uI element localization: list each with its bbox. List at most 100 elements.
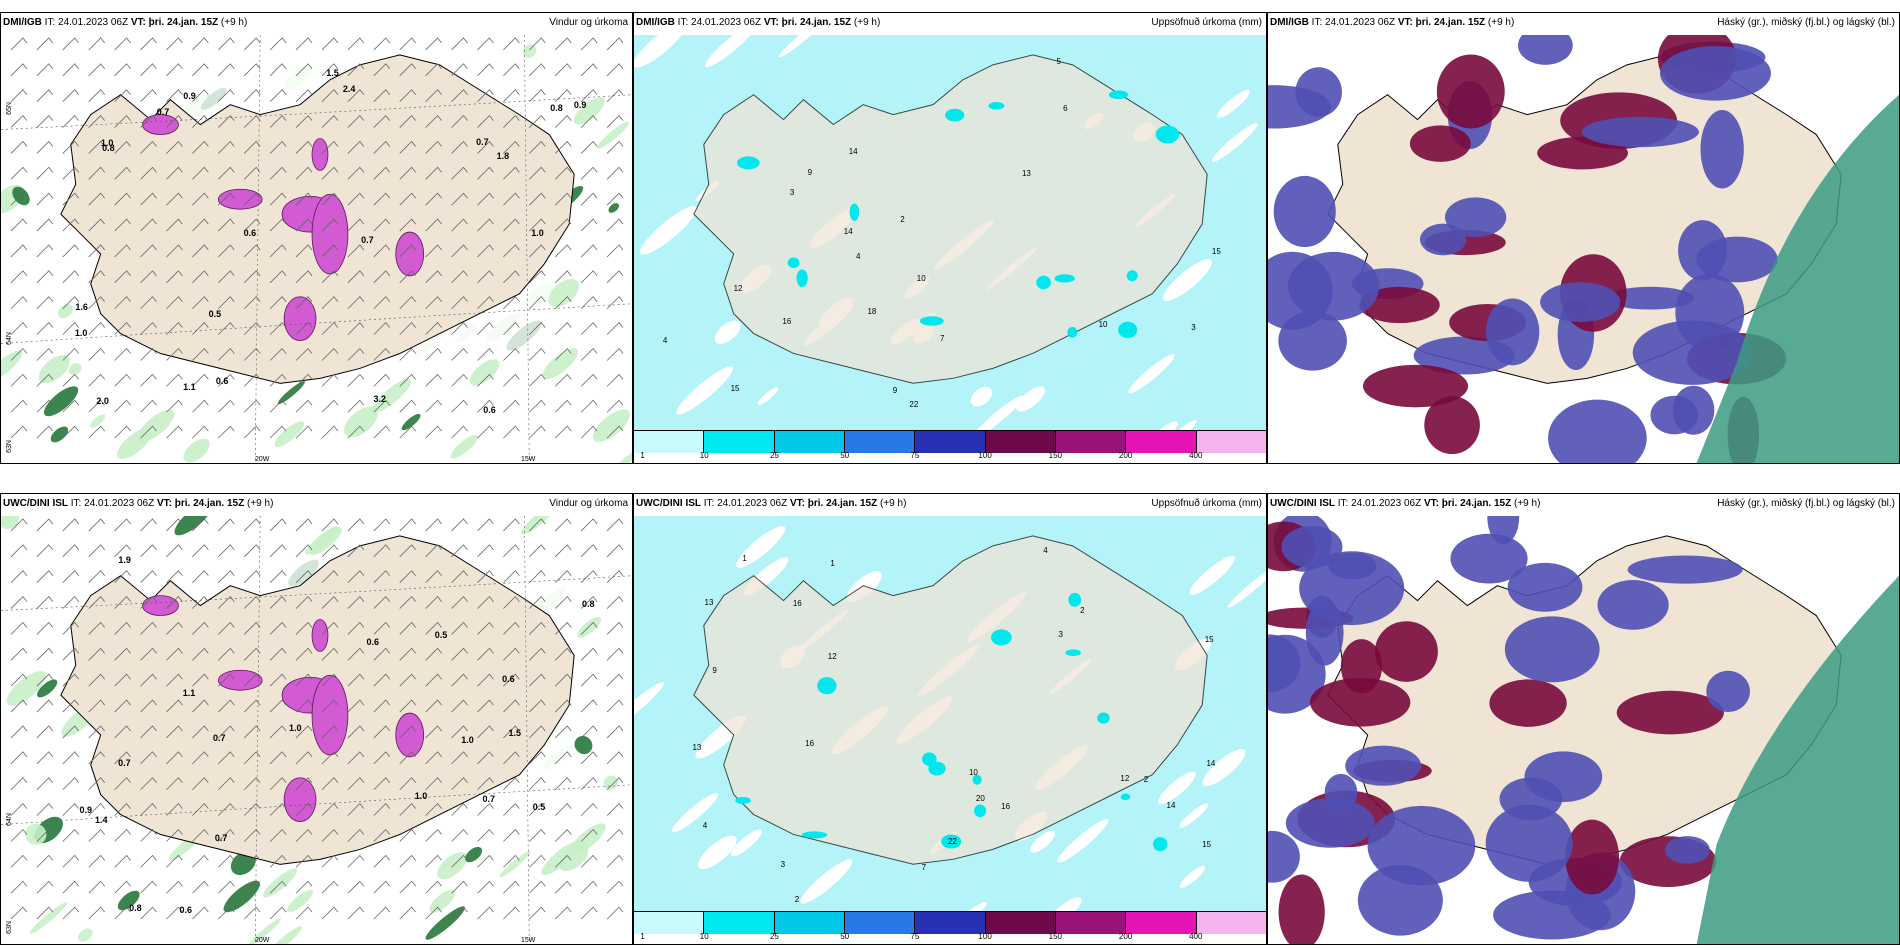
wind-value-label: 0.8: [550, 103, 563, 114]
model-name: UWC/DINI ISL: [636, 498, 701, 509]
precip-value-label: 13: [704, 598, 714, 608]
vt-value: þri. 24.jan. 15Z: [174, 498, 245, 509]
map-cloud-dmi[interactable]: [1268, 35, 1899, 463]
colorbar-swatch: [704, 431, 775, 453]
wind-value-label: 0.7: [476, 137, 489, 148]
wind-value-label: 0.6: [366, 636, 380, 647]
colorbar-tick-label: 50: [840, 451, 850, 460]
wind-value-label: 1.1: [182, 687, 196, 698]
colorbar-tick-label: 400: [1189, 932, 1203, 941]
it-value: 24.01.2023 06Z: [58, 17, 129, 28]
vt-label: VT:: [1397, 17, 1413, 28]
map-wind-uwc[interactable]: 64N 63N 20W 15W 0.6 1.0 0.7 0.7 0.5 0.5 0.7 0.8…: [1, 516, 632, 944]
colorbar-tick-label: 1: [640, 451, 645, 460]
precip-value-label: 22: [909, 400, 919, 410]
wind-value-label: 1.4: [94, 814, 108, 825]
wind-value-label: 0.6: [243, 227, 257, 238]
vt-value: þri. 24.jan. 15Z: [148, 17, 219, 28]
precip-value-label: 9: [892, 385, 898, 395]
map-wind-dmi[interactable]: 65N 64N 63N 20W 15W 0.7 1.0 0.6 0.6 1.0 0.8 0.…: [1, 35, 632, 463]
precip-value-label: 16: [782, 316, 792, 326]
colorbar-swatch: [634, 912, 705, 934]
precip-value-label: 14: [848, 147, 858, 156]
lat-label-64: 64N: [5, 332, 13, 345]
map-precip-dmi[interactable]: 16 22 4 6 9 7 15 9 13 14 14 10 12 3 3 5 2 4 18 15 10: [634, 35, 1266, 441]
wind-value-label: 1.0: [100, 137, 114, 148]
colorbar-tick-label: 50: [840, 932, 850, 941]
model-name: DMI/IGB: [1270, 17, 1309, 28]
colorbar-tick-label: 200: [1118, 451, 1133, 460]
precip-value-label: 4: [1043, 545, 1048, 555]
map-precip-uwc[interactable]: 16 16 15 2 3 4 10 14 13 22 12 12 7 9 13 2 1 3 4 1 20 16 14 15 2: [634, 516, 1266, 922]
precip-value-label: 1: [830, 558, 835, 568]
panel-dmi-precip: DMI/IGB IT: 24.01.2023 06Z VT: þri. 24.j…: [633, 12, 1267, 464]
param-title: Vindur og úrkoma: [549, 498, 628, 509]
vt-label: VT:: [789, 498, 805, 509]
precip-value-label: 22: [947, 837, 957, 847]
param-title: Háský (gr.), miðský (fj.bl.) og lágský (…: [1717, 498, 1895, 509]
model-name: DMI/IGB: [636, 17, 675, 28]
precip-value-label: 16: [1001, 801, 1011, 811]
precip-value-label: 4: [702, 820, 708, 830]
map-cloud-uwc[interactable]: [1268, 516, 1899, 944]
colorbar-labels: 1 10 25 50 75 100 150 200 400: [634, 932, 1266, 944]
wind-value-label: 0.9: [183, 90, 196, 101]
wind-value-label: 0.6: [179, 905, 193, 916]
wind-value-label: 0.8: [102, 143, 115, 154]
precip-value-label: 18: [867, 307, 877, 317]
colorbar: [634, 430, 1266, 453]
colorbar-tick-label: 1: [640, 932, 645, 941]
vt-label: VT:: [130, 17, 146, 28]
it-value: 24.01.2023 06Z: [717, 498, 788, 509]
colorbar: [634, 911, 1266, 934]
wind-value-label: 1.8: [496, 150, 510, 161]
colorbar-tick-label: 10: [699, 932, 709, 941]
colorbar-tick-label: 10: [699, 451, 709, 460]
colorbar-swatch: [1196, 431, 1266, 453]
colorbar-tick-label: 25: [769, 932, 779, 941]
precip-value-label: 3: [780, 860, 786, 870]
wind-value-label: 0.6: [502, 673, 515, 684]
lon-label-20: 20W: [255, 456, 270, 463]
colorbar-swatch: [985, 431, 1056, 453]
vt-label: VT:: [156, 498, 172, 509]
precip-value-label: 9: [712, 665, 717, 675]
panel-header: UWC/DINI ISL IT: 24.01.2023 06Z VT: þri.…: [1270, 497, 1897, 513]
precip-value-label: 4: [856, 252, 861, 262]
wind-value-label: 2.0: [96, 396, 109, 407]
precip-value-label: 3: [789, 187, 795, 197]
colorbar-swatch: [1126, 912, 1197, 934]
wind-value-label: 1.0: [531, 228, 544, 239]
precip-value-label: 13: [692, 742, 702, 752]
colorbar-swatch: [1196, 912, 1266, 934]
lead-time: (+9 h): [880, 498, 907, 509]
wind-value-label: 0.7: [118, 757, 131, 768]
panel-uwc-precip: UWC/DINI ISL IT: 24.01.2023 06Z VT: þri.…: [633, 493, 1267, 945]
precip-value-label: 14: [1206, 758, 1216, 768]
wind-value-label: 1.6: [75, 301, 88, 312]
precip-value-label: 10: [916, 273, 926, 283]
panel-header: DMI/IGB IT: 24.01.2023 06Z VT: þri. 24.j…: [1270, 16, 1897, 32]
vt-label: VT:: [1423, 498, 1439, 509]
wind-value-label: 1.0: [74, 328, 88, 339]
wind-value-label: 1.0: [289, 722, 302, 733]
precip-value-label: 7: [921, 863, 927, 873]
wind-value-label: 0.7: [482, 794, 495, 805]
colorbar-tick-label: 150: [1048, 932, 1063, 941]
panel-dmi-cloud: DMI/IGB IT: 24.01.2023 06Z VT: þri. 24.j…: [1267, 12, 1900, 464]
colorbar-swatch: [704, 912, 775, 934]
wind-value-label: 1.0: [414, 791, 428, 802]
panel-dmi-wind: DMI/IGB IT: 24.01.2023 06Z VT: þri. 24.j…: [0, 12, 633, 464]
precip-value-label: 15: [1202, 840, 1212, 850]
colorbar-swatch: [915, 431, 986, 453]
precip-value-label: 2: [900, 214, 905, 224]
wind-value-label: 3.2: [373, 394, 387, 405]
precip-value-label: 2: [1080, 606, 1085, 616]
it-value: 24.01.2023 06Z: [691, 17, 762, 28]
lon-label-15: 15W: [521, 937, 536, 944]
panel-uwc-wind: UWC/DINI ISL IT: 24.01.2023 06Z VT: þri.…: [0, 493, 633, 945]
precip-value-label: 15: [1211, 246, 1221, 256]
precip-value-label: 16: [805, 738, 815, 748]
precip-value-label: 7: [940, 334, 945, 344]
precip-value-label: 1: [742, 553, 747, 563]
